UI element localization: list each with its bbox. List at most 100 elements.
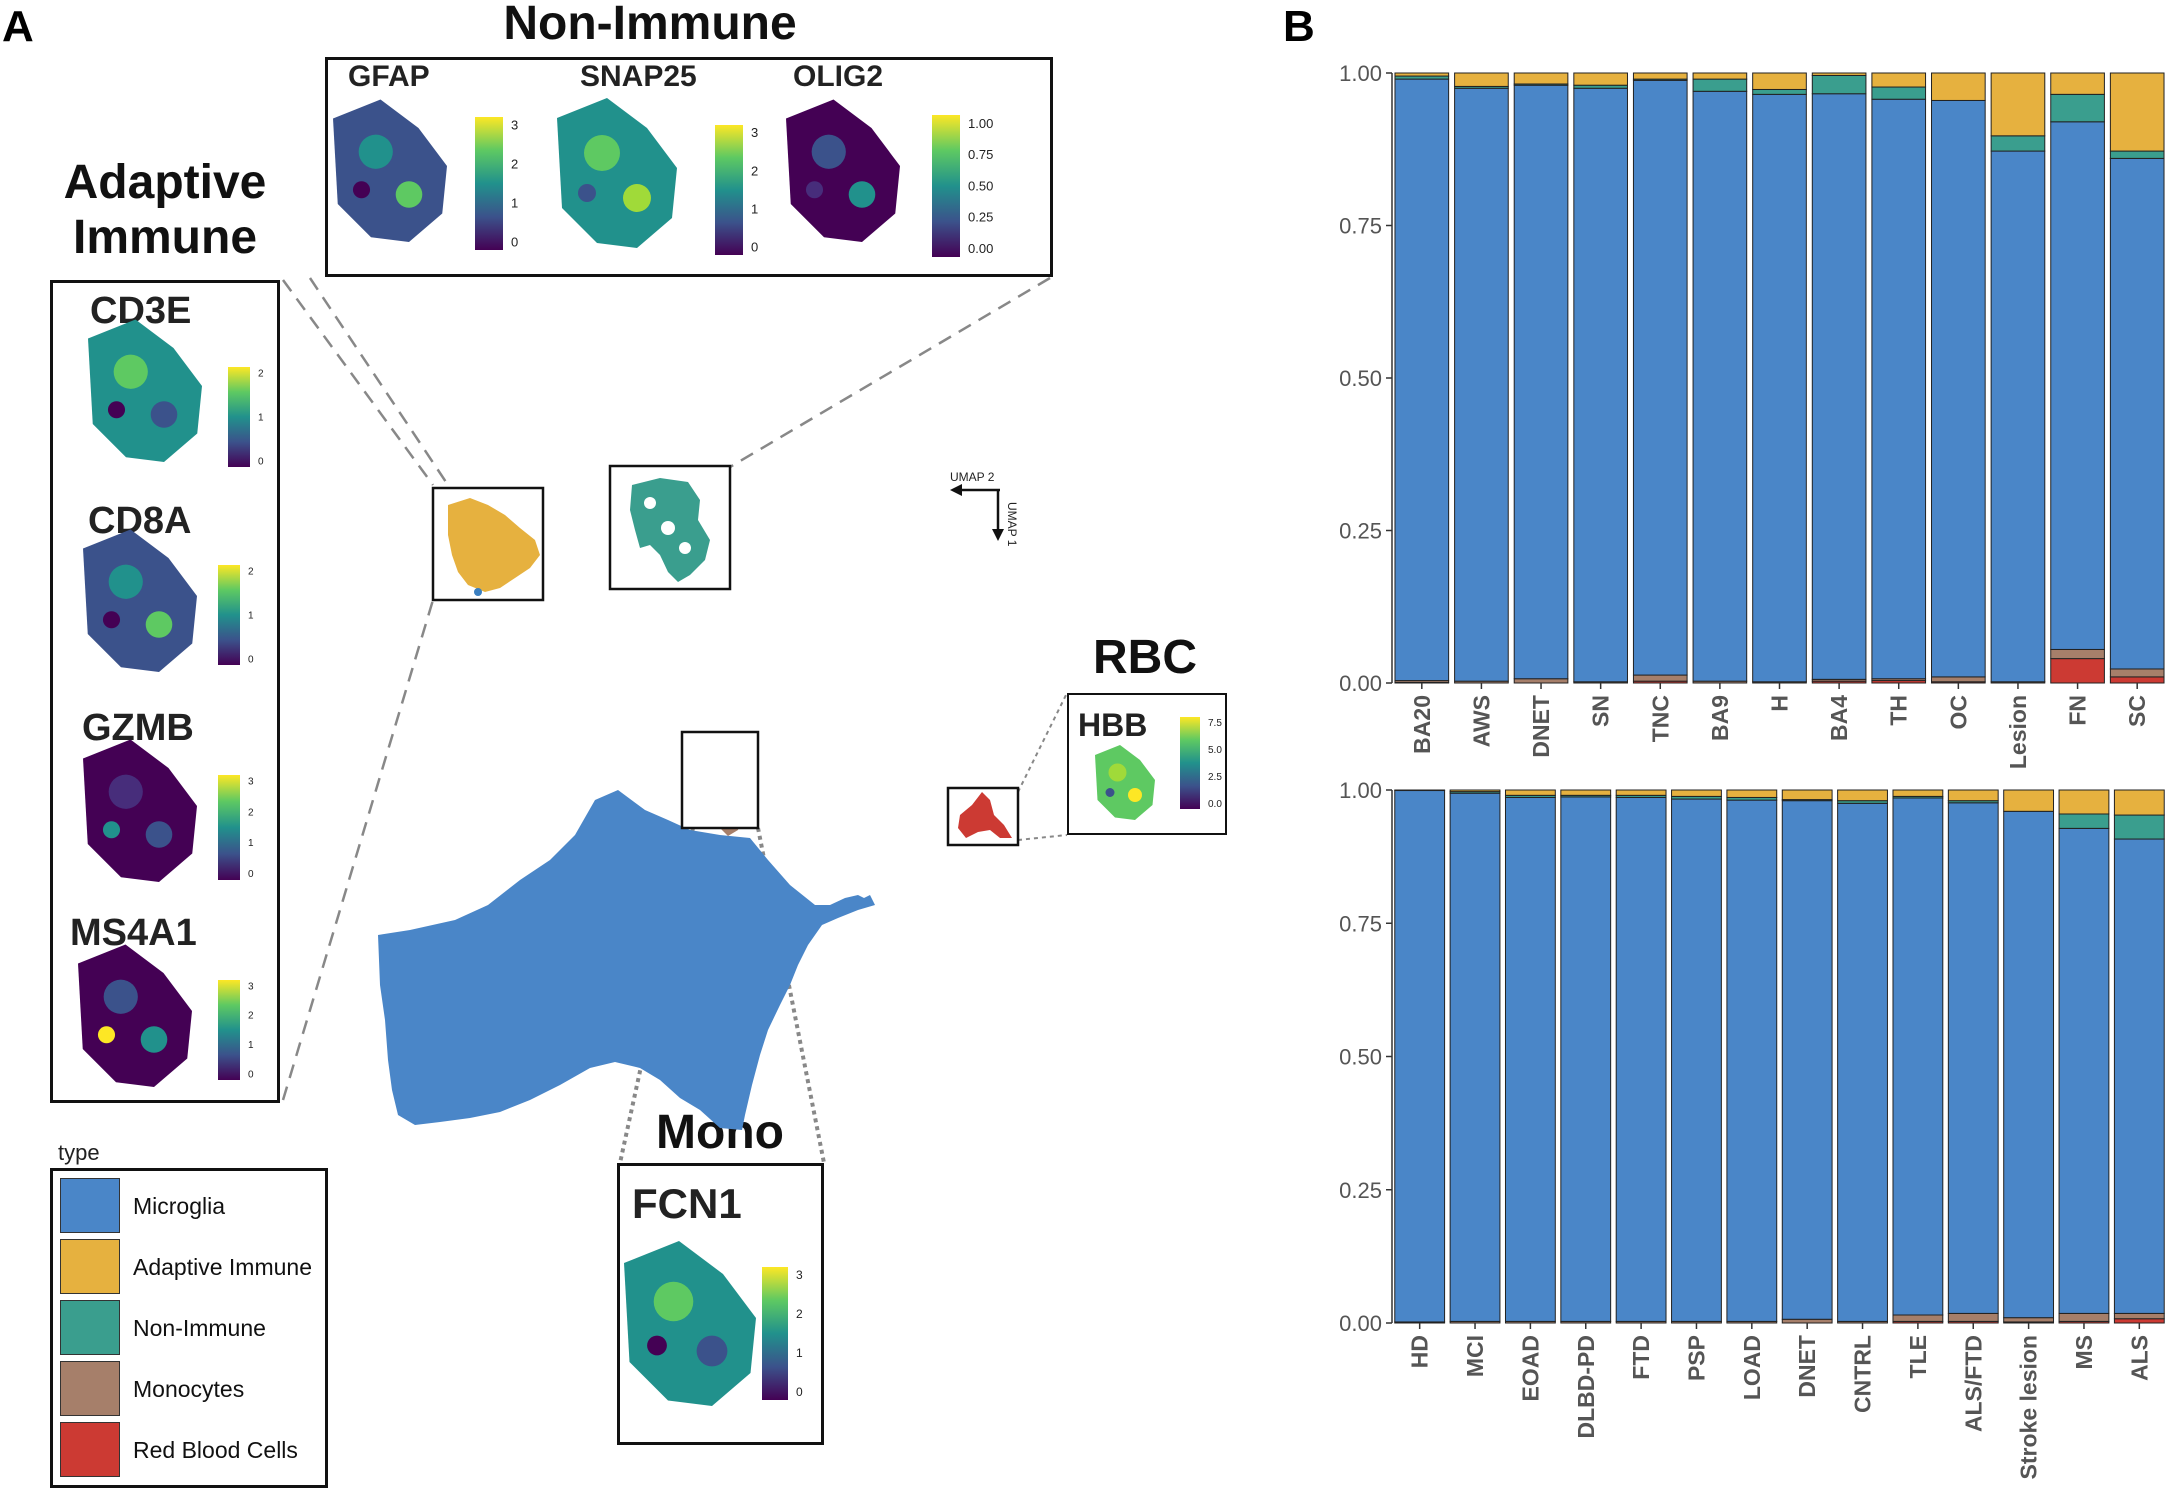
umap-main-clusters: [378, 735, 875, 1130]
bar-segment-adaptive-immune: [1671, 789, 1722, 797]
umap-inset-clusters: [431, 464, 1020, 847]
fcn1-label: FCN1: [632, 1180, 742, 1227]
bar-segment-microglia: [1947, 802, 1999, 1314]
ms4a1-colorbar-tick: 2: [248, 1011, 254, 1022]
connector-nonimmune-left: [308, 277, 452, 489]
stacked-bar-chart-1: 0.00 0.25 0.50 0.75 1.00 BA20 AWS DNET SN TNC BA9 H…: [1339, 61, 2165, 769]
x-tick-label: BA9: [1707, 695, 1733, 741]
bar-segment-non-immune: [1990, 135, 2046, 152]
bar-segment-adaptive-immune: [1811, 72, 1867, 76]
adaptive-outlier-dot: [474, 588, 482, 596]
fcn1-colorbar-tick: 2: [796, 1307, 803, 1321]
legend-swatch-nonimmune: [60, 1300, 120, 1355]
bar-segment-non-immune: [1692, 78, 1748, 92]
rbc-title: RBC: [1093, 631, 1197, 684]
rbc-gene-box: [1067, 693, 1227, 835]
legend-label-microglia: Microglia: [133, 1193, 226, 1219]
connector-nonimmune-right: [724, 276, 1051, 472]
gfap-colorbar-tick: 3: [511, 117, 518, 132]
bar-segment-red-blood-cells: [2113, 1318, 2165, 1324]
hbb-colorbar-tick: 0.0: [1208, 799, 1222, 810]
cd3e-colorbar-tick: 2: [258, 368, 264, 379]
adaptive-cluster: [448, 498, 540, 592]
bar-segment-adaptive-immune: [1781, 789, 1833, 801]
cd3e-colorbar-tick: 0: [258, 456, 264, 467]
bar-segment-red-blood-cells: [2050, 658, 2105, 684]
bar-segment-microglia: [1726, 799, 1778, 1322]
bar-segment-microglia: [1632, 79, 1688, 676]
gzmb-colorbar-tick: 2: [248, 807, 254, 818]
y-tick-label: 0.50: [1339, 1045, 1382, 1070]
adaptive-title-line2: Immune: [72, 211, 258, 265]
bar-segment-adaptive-immune: [1560, 789, 1612, 796]
ms4a1-label: MS4A1: [70, 912, 197, 954]
olig2-label: OLIG2: [793, 60, 884, 93]
x-tick-label: TLE: [1905, 1335, 1931, 1378]
bar-segment-adaptive-immune: [1837, 789, 1888, 802]
x-tick-label: Lesion: [2005, 695, 2031, 769]
y-tick-label: 0.50: [1339, 366, 1382, 391]
bar-segment-monocytes: [1947, 1312, 1999, 1322]
bar-segment-adaptive-immune: [2113, 789, 2165, 816]
legend-label-monocytes: Monocytes: [133, 1376, 245, 1402]
gfap-colorbar: 3 2 1 0: [475, 117, 518, 250]
bar-segment-microglia: [2109, 157, 2165, 670]
umap1-arrowhead: [992, 529, 1004, 541]
x-tick-label: SC: [2124, 695, 2150, 727]
umap2-arrowhead: [950, 484, 962, 496]
bar-segment-non-immune: [2109, 150, 2165, 159]
gzmb-label: GZMB: [82, 707, 194, 749]
snap25-colorbar-tick: 2: [751, 163, 758, 178]
bar-segment-microglia: [1394, 790, 1446, 1323]
olig2-colorbar-tick: 0.00: [968, 241, 993, 256]
umap2-label: UMAP 2: [950, 470, 995, 484]
microglia-cluster: [378, 790, 875, 1130]
x-tick-label: BA20: [1409, 695, 1435, 754]
connector-rbc-bottom: [1017, 834, 1068, 841]
cd8a-colorbar: 2 1 0: [218, 565, 254, 665]
olig2-colorbar-tick: 0.25: [968, 210, 993, 225]
gfap-feature-plot: [333, 99, 447, 242]
bar-segment-non-immune: [1871, 86, 1927, 100]
gfap-colorbar-tick: 1: [511, 195, 518, 210]
bar-segment-non-immune: [2050, 93, 2105, 123]
bar-segment-adaptive-immune: [1573, 72, 1628, 86]
umap-axes-indicator: UMAP 2 UMAP 1: [950, 470, 1019, 547]
cd8a-feature-plot: [83, 529, 197, 672]
inset-mono-box: [680, 730, 760, 830]
cd3e-feature-plot: [88, 319, 202, 462]
x-tick-label: ALS/FTD: [1960, 1335, 1986, 1432]
nonimmune-hole-2: [661, 521, 675, 535]
bar-segment-microglia: [1837, 802, 1888, 1322]
bar-segment-microglia: [1671, 798, 1722, 1322]
bar-segment-microglia: [1513, 84, 1569, 680]
bar-segment-microglia: [1931, 99, 1986, 678]
bar-segment-adaptive-immune: [2058, 789, 2110, 815]
adaptive-title-line1: Adaptive: [63, 156, 267, 209]
bar-segment-non-immune: [2113, 814, 2165, 840]
y-tick-label: 0.00: [1339, 1311, 1382, 1336]
bar-segment-microglia: [2050, 121, 2105, 650]
olig2-colorbar-tick: 0.75: [968, 147, 993, 162]
x-tick-label: CNTRL: [1850, 1335, 1876, 1413]
bar-segment-adaptive-immune: [1726, 789, 1778, 798]
cd8a-colorbar-tick: 0: [248, 654, 254, 665]
cd3e-colorbar: 2 1 0: [228, 367, 264, 467]
x-tick-label: EOAD: [1517, 1335, 1543, 1401]
ms4a1-colorbar-tick: 3: [248, 981, 254, 992]
gzmb-colorbar-tick: 1: [248, 838, 254, 849]
fcn1-colorbar-tick: 1: [796, 1346, 803, 1360]
bar-segment-adaptive-immune: [1449, 789, 1501, 793]
snap25-colorbar-tick: 1: [751, 201, 758, 216]
gzmb-colorbar: 3 2 1 0: [218, 775, 254, 880]
bar-segment-microglia: [1504, 796, 1556, 1322]
y-tick-label: 0.75: [1339, 214, 1382, 239]
snap25-colorbar-tick: 0: [751, 240, 758, 255]
y-tick-label: 1.00: [1339, 61, 1382, 86]
umap1-label: UMAP 1: [1005, 502, 1019, 547]
bar-segment-microglia: [2058, 827, 2110, 1314]
x-tick-label: ALS: [2126, 1335, 2152, 1381]
snap25-colorbar: 3 2 1 0: [715, 125, 758, 255]
gzmb-colorbar-tick: 3: [248, 777, 254, 788]
bar-segment-monocytes: [2113, 1312, 2165, 1320]
